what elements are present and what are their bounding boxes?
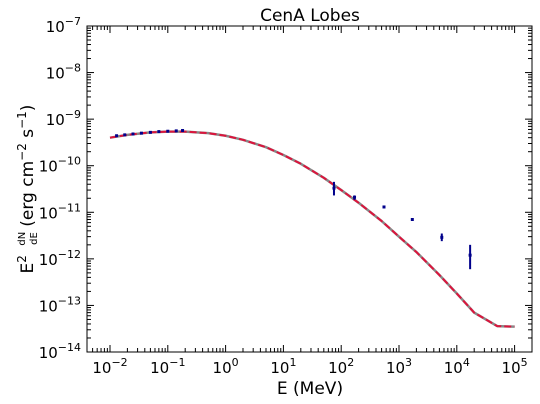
x-tick-base: 10: [502, 359, 521, 377]
data-points-layer: [115, 129, 472, 270]
x-tick-label: 100: [213, 356, 239, 377]
y-tick-exp: −11: [58, 201, 81, 214]
x-tick-exp: 1: [289, 356, 296, 369]
data-marker: [123, 133, 127, 137]
y-tick-base: 10: [39, 344, 58, 362]
x-tick-exp: 4: [463, 356, 470, 369]
y-tick-exp: −8: [65, 62, 81, 75]
x-tick-exp: 3: [405, 356, 412, 369]
data-point: [410, 217, 414, 221]
y-tick-exp: −13: [58, 294, 81, 307]
y-tick-base: 10: [39, 297, 58, 315]
x-tick-exp: 5: [521, 356, 528, 369]
plot-frame: [86, 25, 533, 353]
y-tick-label: 10−12: [39, 248, 81, 269]
y-label-units-close: ): [18, 105, 38, 112]
data-point: [166, 129, 170, 133]
y-label-units-mid: s: [18, 129, 38, 143]
y-label-prefix: E: [18, 263, 38, 274]
y-tick-base: 10: [39, 158, 58, 176]
x-tick-base: 10: [92, 359, 111, 377]
y-tick-label: 10−11: [39, 201, 81, 222]
data-marker: [181, 129, 185, 133]
data-point: [181, 129, 185, 133]
y-label-units-open: (erg cm: [18, 161, 38, 232]
y-label-cm-exp: −2: [15, 143, 29, 161]
x-axis-label: E (MeV): [277, 379, 343, 399]
x-tick-label: 102: [328, 356, 354, 377]
data-point: [468, 244, 472, 270]
x-tick-exp: 0: [232, 356, 239, 369]
y-tick-label: 10−9: [46, 108, 81, 129]
data-point: [174, 129, 178, 133]
y-tick-exp: −7: [65, 15, 81, 28]
data-marker: [157, 130, 161, 134]
x-tick-base: 10: [150, 359, 169, 377]
x-tick-base: 10: [270, 359, 289, 377]
data-marker: [148, 130, 152, 134]
x-tick-base: 10: [444, 359, 463, 377]
data-point: [131, 132, 135, 136]
x-tick-exp: −2: [111, 356, 127, 369]
y-tick-exp: −12: [58, 248, 81, 261]
y-axis-label-text: E2 dNdE (erg cm−2 s−1): [15, 105, 40, 274]
x-tick-label: 105: [502, 356, 528, 377]
x-tick-label: 10−1: [150, 356, 185, 377]
chart-title: CenA Lobes: [260, 6, 360, 26]
data-marker: [382, 205, 386, 209]
x-tick-exp: 2: [347, 356, 354, 369]
data-marker: [410, 217, 414, 221]
x-tick-label: 104: [444, 356, 470, 377]
data-marker: [174, 129, 178, 133]
data-marker: [131, 132, 135, 136]
y-tick-exp: −10: [58, 155, 81, 168]
data-marker: [440, 235, 444, 239]
data-marker: [166, 129, 170, 133]
data-point: [157, 130, 161, 134]
axis-ticks: [86, 25, 533, 353]
y-tick-label: 10−8: [46, 62, 81, 83]
tick-labels: 10−2 10−1 100 101 102 103 104 10510−1410−1310−1…: [39, 15, 528, 377]
y-tick-label: 10−7: [46, 15, 81, 36]
x-tick-exp: −1: [169, 356, 185, 369]
data-point: [115, 134, 119, 138]
data-marker: [353, 195, 357, 199]
x-tick-base: 10: [213, 359, 232, 377]
y-tick-base: 10: [39, 251, 58, 269]
y-label-prefix-exp: 2: [15, 255, 29, 263]
y-tick-label: 10−10: [39, 155, 81, 176]
data-point: [332, 181, 336, 196]
data-marker: [115, 134, 119, 138]
y-axis-label: E2 dNdE (erg cm−2 s−1): [15, 105, 40, 274]
y-tick-exp: −9: [65, 108, 81, 121]
data-marker: [332, 186, 336, 190]
y-tick-label: 10−13: [39, 294, 81, 315]
x-tick-label: 10−2: [92, 356, 127, 377]
x-tick-label: 101: [270, 356, 296, 377]
y-tick-exp: −14: [58, 341, 81, 354]
x-tick-base: 10: [328, 359, 347, 377]
y-tick-base: 10: [39, 204, 58, 222]
data-point: [382, 205, 386, 209]
x-tick-label: 103: [386, 356, 412, 377]
y-tick-base: 10: [46, 111, 65, 129]
plot-area: [109, 129, 515, 328]
data-point: [139, 131, 143, 135]
y-tick-base: 10: [46, 65, 65, 83]
y-label-frac-num: dN: [17, 232, 28, 246]
y-tick-label: 10−14: [39, 341, 81, 362]
data-point: [123, 133, 127, 137]
y-label-frac-den: dE: [29, 232, 40, 245]
y-label-s-exp: −1: [15, 111, 29, 129]
y-tick-base: 10: [46, 18, 65, 36]
data-point: [148, 130, 152, 134]
x-tick-base: 10: [386, 359, 405, 377]
data-point: [440, 233, 444, 242]
data-marker: [139, 131, 143, 135]
data-point: [353, 195, 357, 200]
data-marker: [468, 253, 472, 257]
